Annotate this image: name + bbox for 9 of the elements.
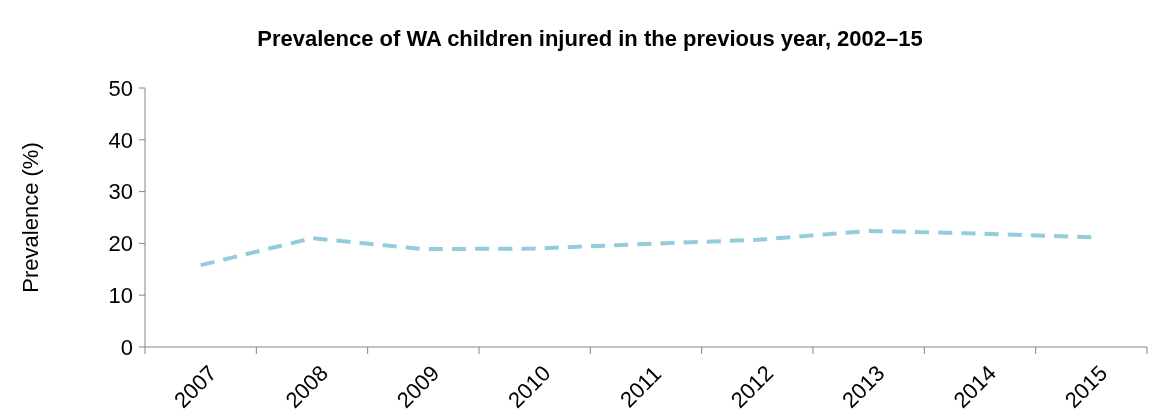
y-tick-label: 50: [108, 75, 133, 101]
y-tick-label: 30: [108, 179, 133, 205]
y-tick-label: 0: [120, 334, 133, 360]
y-tick-label: 10: [108, 282, 133, 308]
chart-title: Prevalence of WA children injured in the previous year, 2002–15: [257, 26, 923, 51]
line-series: [198, 228, 1094, 268]
y-axis-title: Prevalence (%): [18, 142, 43, 293]
y-tick-label: 20: [108, 231, 133, 257]
y-tick-label: 40: [108, 127, 133, 153]
